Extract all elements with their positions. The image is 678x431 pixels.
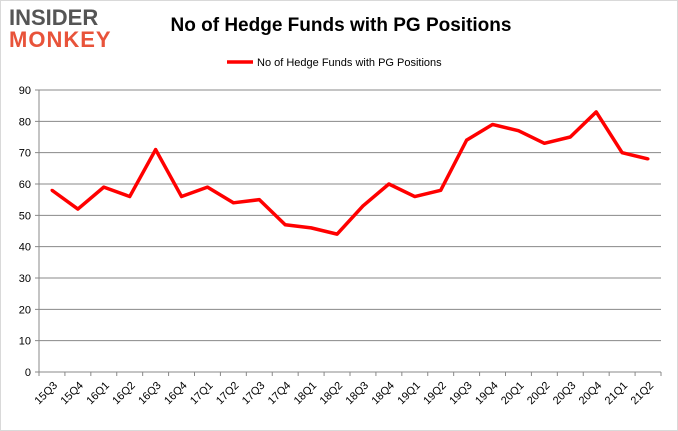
x-tick-label: 21Q1	[603, 380, 631, 408]
y-tick-label: 50	[19, 210, 31, 222]
data-point	[205, 185, 209, 189]
data-point	[465, 138, 469, 142]
data-point	[568, 135, 572, 139]
x-tick-label: 19Q4	[473, 380, 501, 408]
x-tick-label: 20Q4	[577, 380, 605, 408]
x-tick-label: 19Q3	[447, 380, 475, 408]
x-tick-label: 15Q4	[58, 380, 86, 408]
x-tick-label: 19Q2	[421, 380, 449, 408]
data-point	[542, 141, 546, 145]
x-tick-label: 17Q3	[240, 380, 268, 408]
x-tick-label: 15Q3	[33, 380, 61, 408]
y-tick-label: 70	[19, 148, 31, 160]
y-tick-label: 90	[19, 85, 31, 97]
x-tick-label: 16Q2	[110, 380, 138, 408]
data-point	[128, 195, 132, 199]
y-tick-label: 80	[19, 116, 31, 128]
data-point	[309, 226, 313, 230]
x-tick-label: 17Q1	[188, 380, 216, 408]
chart-title: No of Hedge Funds with PG Positions	[170, 15, 512, 36]
x-tick-label: 20Q2	[525, 380, 553, 408]
legend-label: No of Hedge Funds with PG Positions	[257, 57, 442, 69]
y-tick-label: 30	[19, 273, 31, 285]
data-point	[516, 129, 520, 133]
data-point	[180, 195, 184, 199]
data-point	[102, 185, 106, 189]
x-tick-label: 20Q1	[499, 380, 527, 408]
data-point	[620, 151, 624, 155]
data-point	[361, 204, 365, 208]
x-tick-label: 18Q1	[292, 380, 320, 408]
data-point	[50, 188, 54, 192]
data-point	[413, 195, 417, 199]
y-tick-label: 20	[19, 304, 31, 316]
y-tick-label: 10	[19, 336, 31, 348]
data-point	[439, 188, 443, 192]
data-point	[154, 148, 158, 152]
data-point	[387, 182, 391, 186]
data-point	[646, 157, 650, 161]
x-tick-label: 17Q2	[214, 380, 242, 408]
x-tick-label: 17Q4	[266, 380, 294, 408]
x-tick-label: 18Q2	[318, 380, 346, 408]
x-tick-label: 20Q3	[551, 380, 579, 408]
y-tick-label: 0	[25, 367, 31, 379]
data-point	[76, 207, 80, 211]
y-tick-label: 40	[19, 242, 31, 254]
series-line	[50, 110, 649, 236]
data-point	[335, 232, 339, 236]
x-tick-label: 16Q1	[84, 380, 112, 408]
logo-line-2: MONKEY	[9, 27, 112, 52]
x-tick-label: 18Q3	[344, 380, 372, 408]
x-tick-label: 16Q3	[136, 380, 164, 408]
data-point	[594, 110, 598, 114]
x-tick-label: 16Q4	[162, 380, 190, 408]
data-point	[231, 201, 235, 205]
logo-line-1: INSIDER	[9, 5, 99, 30]
x-tick-label: 21Q2	[629, 380, 657, 408]
data-point	[283, 223, 287, 227]
data-point	[491, 122, 495, 126]
x-tick-label: 18Q4	[369, 380, 397, 408]
insider-monkey-logo: INSIDER MONKEY	[9, 7, 127, 51]
data-point	[257, 198, 261, 202]
y-tick-label: 60	[19, 179, 31, 191]
x-tick-label: 19Q1	[395, 380, 423, 408]
